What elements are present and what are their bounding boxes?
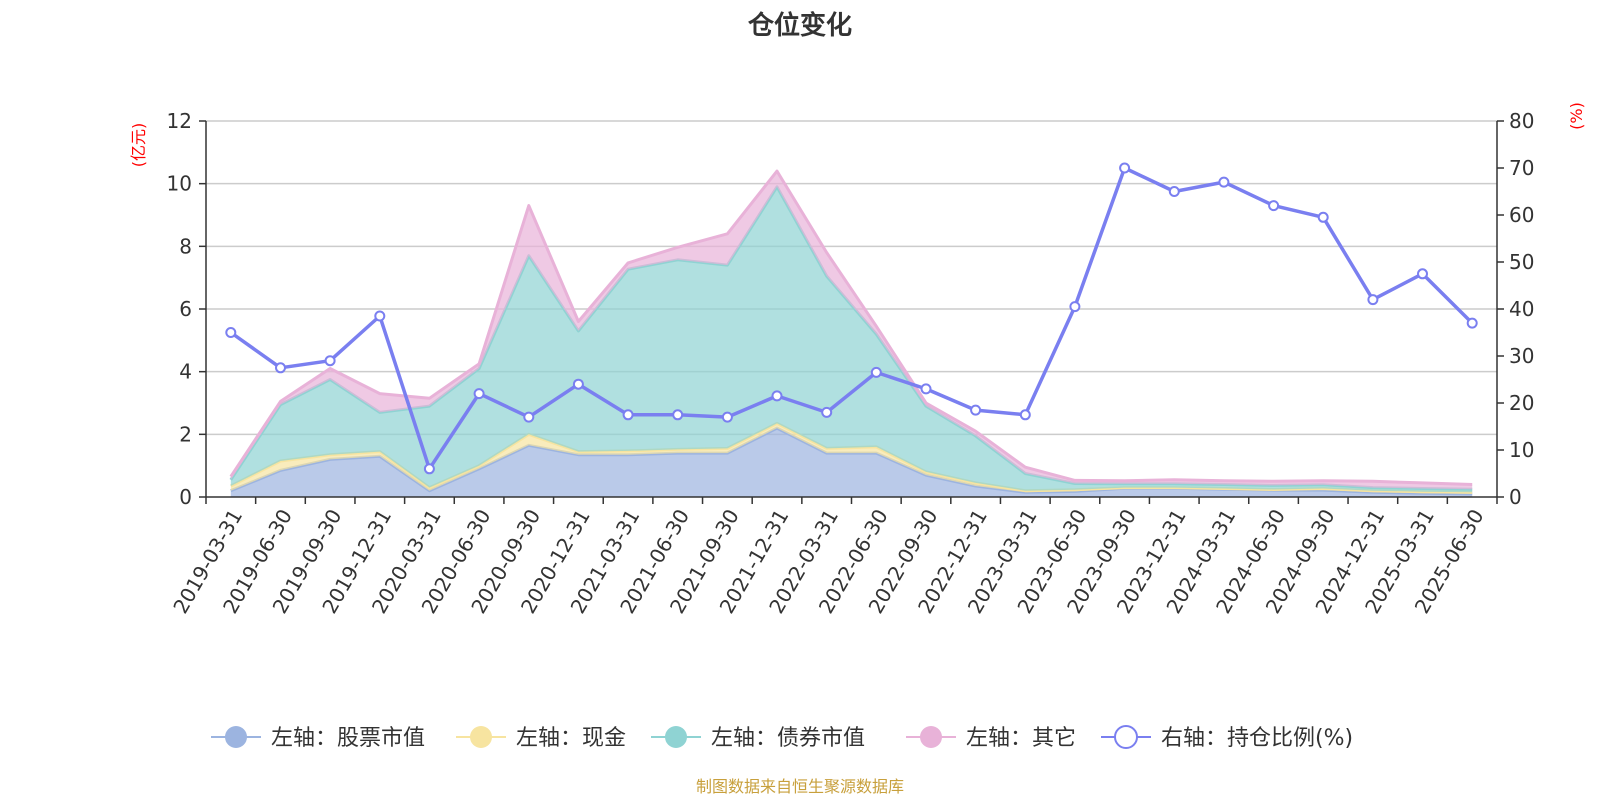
right-axis-tick-label: 30 [1509,344,1534,368]
right-axis-tick-label: 50 [1509,250,1534,274]
source-note: 制图数据来自恒生聚源数据库 [696,777,904,796]
left-axis-tick-label: 6 [179,297,192,321]
ratio-point [920,383,932,395]
ratio-point [672,409,684,421]
ratio-point [870,366,882,378]
ratio-point [1218,176,1230,188]
ratio-point [771,390,783,402]
ratio-point [275,362,286,374]
ratio-point [1317,211,1329,223]
ratio-point [1367,294,1379,306]
ratio-point [1168,186,1180,197]
left-axis-tick-label: 8 [179,234,192,258]
ratio-point [1466,317,1478,329]
ratio-point [572,378,584,390]
legend-marker-3 [665,726,687,748]
legend-marker-1 [225,726,247,748]
ratio-point [1268,200,1280,212]
area-series-1 [230,428,1473,497]
ratio-point [473,388,485,400]
ratio-point [225,327,237,338]
ratio-point [523,411,535,423]
right-axis-tick-label: 80 [1509,109,1534,133]
right-axis-tick-label: 70 [1509,156,1534,180]
ratio-point [821,406,833,418]
legend-marker-2 [470,726,492,748]
left-axis-tick-label: 10 [167,172,192,196]
legend-marker-5 [1114,725,1138,749]
legend-label-3: 左轴：债券市值 [711,726,865,751]
legend-label-1: 左轴：股票市值 [271,726,425,751]
left-axis-tick-label: 12 [167,109,192,133]
legend: 左轴：股票市值 左轴：现金 左轴：债券市值 左轴：其它 右轴：持仓比例(%) [211,725,1353,751]
area-series-3 [230,186,1473,493]
legend-marker-4 [920,726,942,748]
ratio-point [1069,301,1081,313]
left-axis-unit: (亿元) [129,123,148,168]
right-axis-tick-label: 40 [1509,297,1534,321]
legend-label-2: 左轴：现金 [516,726,626,751]
ratio-point [721,411,733,423]
ratio-point [423,463,435,475]
right-axis-tick-label: 0 [1509,485,1522,509]
legend-label-5: 右轴：持仓比例(%) [1161,726,1353,751]
right-axis-tick-label: 10 [1509,438,1534,462]
right-axis-tick-label: 20 [1509,391,1534,415]
left-axis-tick-label: 4 [179,360,192,384]
ratio-point [324,355,336,367]
stacked-areas [229,169,1473,497]
ratio-point [1119,162,1131,174]
ratio-point [622,409,634,421]
ratio-point [1019,409,1031,421]
left-axis-tick-label: 2 [179,422,192,446]
ratio-point [374,310,386,322]
ratio-line-series [225,162,1478,475]
ratio-point [1417,268,1428,280]
right-axis-unit: (%) [1567,102,1586,130]
ratio-line [229,166,1474,471]
area-series-2 [230,423,1473,494]
left-axis-tick-label: 0 [179,485,192,509]
area-series-4 [230,171,1473,490]
chart-title: 仓位变化 [747,10,852,41]
right-axis-tick-label: 60 [1509,203,1534,227]
legend-label-4: 左轴：其它 [966,726,1076,751]
area-series-edge-4 [229,169,1473,486]
ratio-point [970,404,982,416]
